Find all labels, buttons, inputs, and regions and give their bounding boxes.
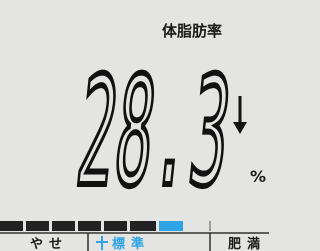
page: 体脂肪率 28.3 % やせ 標準 肥満 {"display": {"label… <box>0 0 269 251</box>
unit: % <box>250 167 266 186</box>
lcd-display: 体脂肪率 28.3 % やせ 標準 肥満 <box>0 0 269 251</box>
scale-label-low: やせ <box>30 237 68 251</box>
measure-value: 28.3 <box>70 45 238 220</box>
scale-label-normal: 標準 <box>112 236 150 251</box>
measure-label: 体脂肪率 <box>162 22 222 40</box>
scale-label-high: 肥満 <box>228 236 266 251</box>
